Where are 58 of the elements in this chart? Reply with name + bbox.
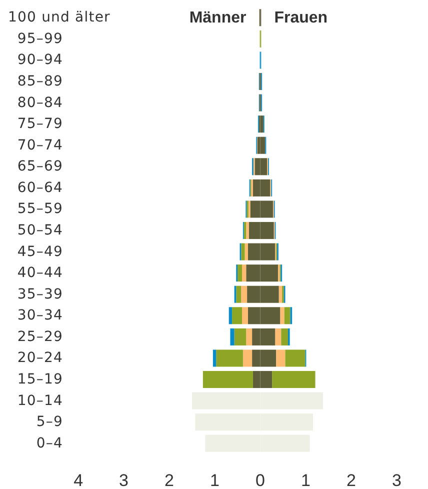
y-tick-label: 40–44: [17, 265, 63, 282]
bar: [241, 286, 248, 303]
bar: [230, 328, 234, 346]
y-tick-label: 0–4: [36, 435, 63, 452]
y-tick-label: 20–24: [17, 350, 63, 366]
annotation: Männer: [189, 9, 246, 26]
y-tick-label: 30–34: [17, 308, 63, 324]
y-tick-label: 50–54: [17, 222, 63, 238]
bar: [285, 350, 306, 367]
bar: [232, 307, 242, 324]
y-tick-label: 75–79: [17, 116, 63, 132]
bar: [242, 307, 248, 324]
y-tick-label: 100 und älter: [8, 10, 110, 26]
bar: [241, 243, 245, 260]
x-tick-label: 1: [300, 471, 310, 489]
y-tick-label: 85–89: [17, 74, 63, 90]
bar: [246, 222, 249, 240]
y-tick-label: 10–14: [17, 392, 63, 409]
y-tick-label: 95–99: [17, 30, 63, 47]
y-tick-label: 65–69: [17, 158, 63, 175]
bar: [242, 350, 252, 367]
bar: [278, 286, 282, 303]
x-tick-label: 2: [346, 471, 356, 489]
x-tick-label: 0: [256, 471, 265, 489]
x-tick-label: 3: [119, 471, 129, 489]
bar: [246, 328, 252, 346]
x-tick-label: 2: [164, 471, 174, 489]
bar: [228, 307, 232, 324]
x-tick-label: 1: [210, 471, 220, 489]
y-tick-label: 45–49: [17, 244, 63, 260]
bar: [260, 116, 264, 133]
y-tick-label: 80–84: [17, 94, 63, 111]
bar: [234, 328, 246, 346]
bar: [284, 307, 290, 324]
bar: [272, 370, 316, 388]
bar: [280, 307, 284, 324]
x-tick-label: 4: [74, 471, 84, 489]
bar: [202, 370, 253, 388]
bar: [281, 328, 288, 346]
annotation: Frauen: [274, 9, 328, 26]
y-tick-label: 35–39: [17, 286, 63, 302]
bar: [236, 286, 242, 303]
y-tick-label: 60–64: [17, 180, 63, 196]
bar: [275, 328, 282, 346]
bar: [260, 136, 266, 154]
y-tick-label: 90–94: [17, 52, 63, 68]
bar: [242, 264, 246, 282]
y-tick-label: 15–19: [17, 372, 63, 388]
y-tick-label: 25–29: [17, 328, 63, 345]
bar: [238, 264, 242, 282]
x-tick-label: 3: [392, 471, 402, 489]
bar: [212, 350, 216, 367]
y-tick-label: 55–59: [17, 201, 63, 218]
y-tick-label: 5–9: [36, 414, 63, 430]
bar: [276, 350, 286, 367]
bar: [244, 243, 248, 260]
y-tick-label: 70–74: [17, 137, 63, 154]
bar: [216, 350, 243, 367]
